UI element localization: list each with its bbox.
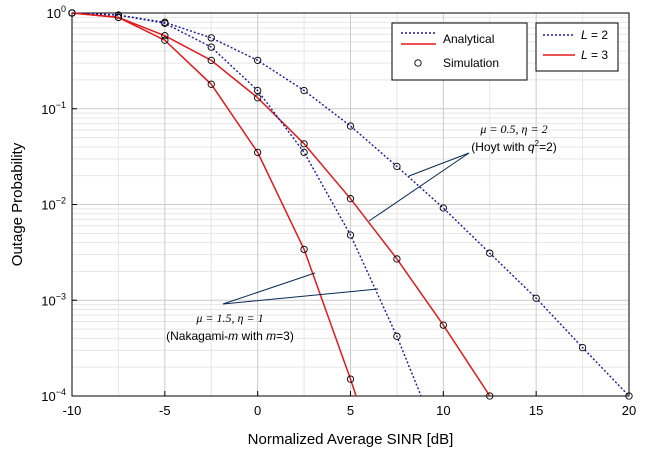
- simulation-marker: [578, 343, 587, 352]
- simulation-marker: [346, 375, 355, 383]
- simulation-marker: [114, 13, 123, 22]
- simulation-marker: [114, 11, 123, 19]
- simulation-marker: [207, 80, 215, 88]
- x-tick-label: -10: [63, 403, 82, 418]
- x-axis-ticks: -10 -5 0 5 10 15 20: [63, 391, 636, 418]
- legend-diversity-label: L = 2: [581, 28, 608, 42]
- simulation-marker: [393, 162, 401, 171]
- annotation-nakagami-pointer-red: [222, 272, 316, 305]
- simulation-marker: [486, 249, 494, 257]
- y-tick-label: 10−1: [41, 100, 66, 117]
- simulation-marker: [346, 122, 355, 130]
- y-tick-label: 10−2: [41, 196, 66, 213]
- legend-simulation-label: Simulation: [443, 56, 499, 70]
- legend-analytical-label: Analytical: [443, 32, 494, 46]
- simulation-marker: [207, 56, 215, 65]
- simulation-marker: [300, 140, 308, 148]
- annotation-hoyt-params: μ = 0.5, η = 2: [479, 122, 547, 136]
- annotation-hoyt-desc: (Hoyt with q2=2): [471, 139, 557, 154]
- simulation-marker: [207, 34, 215, 42]
- simulation-marker: [300, 148, 308, 157]
- simulation-marker: [300, 245, 308, 254]
- y-axis-ticks: 100 10−1 10−2 10−3 10−4: [41, 4, 77, 404]
- annotation-hoyt-pointer-blue: [408, 152, 470, 177]
- annotation-layer: μ = 0.5, η = 2 (Hoyt with q2=2) μ = 1.5, η…: [166, 122, 557, 343]
- legend-layer: Analytical Simulation L = 2 L = 3: [391, 22, 619, 81]
- simulation-marker: [254, 86, 262, 95]
- simulation-marker: [254, 148, 262, 157]
- annotation-nakagami-desc: (Nakagami-m with m=3): [166, 329, 294, 343]
- simulation-marker: [161, 19, 169, 27]
- x-tick-label: -5: [159, 403, 171, 418]
- legend-diversity-label: L = 3: [581, 48, 608, 62]
- simulation-marker: [161, 36, 169, 44]
- legend-simulation-marker: [414, 59, 422, 67]
- simulation-marker: [161, 32, 169, 40]
- simulation-marker: [393, 255, 401, 263]
- x-tick-label: 0: [254, 403, 261, 418]
- annotation-nakagami-pointer-blue: [222, 288, 379, 305]
- simulation-marker: [625, 392, 633, 400]
- annotation-nakagami-params: μ = 1.5, η = 1: [195, 311, 263, 325]
- simulation-marker: [346, 195, 355, 203]
- y-axis-label: Outage Probability: [9, 142, 26, 266]
- series-line-nakagami-L2: [71, 12, 422, 397]
- simulation-marker: [532, 294, 540, 302]
- simulation-marker: [439, 204, 447, 212]
- simulation-marker: [439, 321, 447, 329]
- simulation-marker: [254, 94, 262, 102]
- series-line-hoyt-L3: [71, 12, 491, 397]
- simulation-marker: [207, 43, 215, 51]
- series-layer: [68, 9, 633, 400]
- simulation-marker: [68, 9, 76, 17]
- simulation-marker: [486, 392, 494, 400]
- y-tick-label: 100: [47, 4, 66, 21]
- legend-diversity-box: [535, 22, 619, 72]
- x-tick-label: 15: [529, 403, 543, 418]
- simulation-marker: [254, 56, 262, 65]
- x-tick-label: 5: [347, 403, 354, 418]
- x-tick-label: 10: [436, 403, 450, 418]
- simulation-marker: [300, 86, 308, 95]
- simulation-marker: [346, 231, 355, 239]
- x-tick-label: 20: [622, 403, 636, 418]
- series-line-nakagami-L3: [71, 12, 357, 397]
- series-line-hoyt-L2: [71, 12, 630, 397]
- y-tick-label: 10−3: [41, 291, 66, 308]
- annotation-hoyt-pointer-red: [368, 152, 470, 222]
- x-axis-label: Normalized Average SINR [dB]: [248, 431, 454, 448]
- y-tick-label: 10−4: [41, 387, 66, 404]
- simulation-marker: [393, 332, 401, 340]
